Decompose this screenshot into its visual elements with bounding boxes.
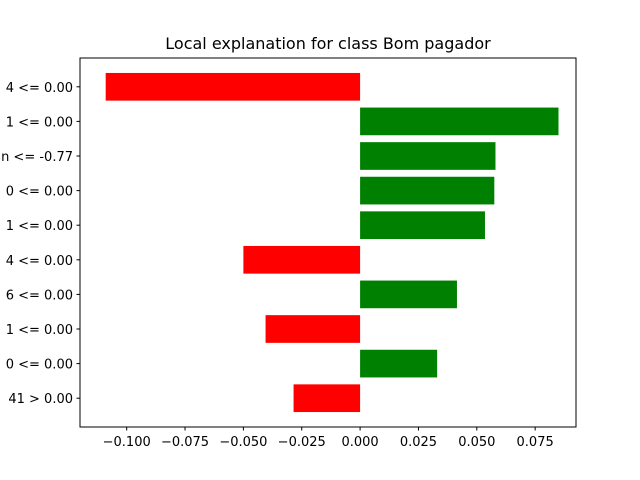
x-tick-label: −0.075 <box>161 435 209 450</box>
y-tick-label: 4 <= 0.00 <box>6 254 73 269</box>
y-tick-label: 1 <= 0.00 <box>6 323 73 338</box>
y-tick-label: 4 <= 0.00 <box>6 81 73 96</box>
bar-2 <box>360 142 496 170</box>
x-tick-label: −0.100 <box>103 435 151 450</box>
x-axis: −0.100 −0.075 −0.050 −0.025 0.000 0.025 0.050 0… <box>103 427 554 450</box>
bar-1 <box>360 107 559 136</box>
x-tick-label: 0.075 <box>517 435 554 450</box>
bar-0 <box>105 72 361 101</box>
bar-6 <box>360 280 457 309</box>
bar-9 <box>293 384 361 413</box>
y-tick-label: 0 <= 0.00 <box>6 185 73 200</box>
bar-8 <box>360 349 438 378</box>
plot-area-frame <box>79 57 577 428</box>
x-tick-label: 0.025 <box>400 435 437 450</box>
bar-7 <box>265 315 361 343</box>
y-tick-label: 1 <= 0.00 <box>6 115 73 130</box>
y-tick-label: 0 <= 0.00 <box>6 358 73 373</box>
bar-3 <box>360 176 495 205</box>
chart-title: Local explanation for class Bom pagador <box>165 34 491 53</box>
x-tick-label: −0.050 <box>219 435 267 450</box>
bar-4 <box>360 211 485 240</box>
y-tick-label: n <= -0.77 <box>1 150 73 165</box>
y-tick-label: 6 <= 0.00 <box>6 288 73 303</box>
bars-group <box>105 72 559 413</box>
bar-5 <box>243 245 361 274</box>
y-tick-label: 41 > 0.00 <box>8 392 73 407</box>
x-tick-label: 0.050 <box>458 435 495 450</box>
x-tick-label: −0.025 <box>278 435 326 450</box>
x-tick-label: 0.000 <box>341 435 378 450</box>
y-tick-label: 1 <= 0.00 <box>6 219 73 234</box>
y-axis: 4 <= 0.00 1 <= 0.00 n <= -0.77 0 <= 0.00 1 <… <box>1 81 80 407</box>
